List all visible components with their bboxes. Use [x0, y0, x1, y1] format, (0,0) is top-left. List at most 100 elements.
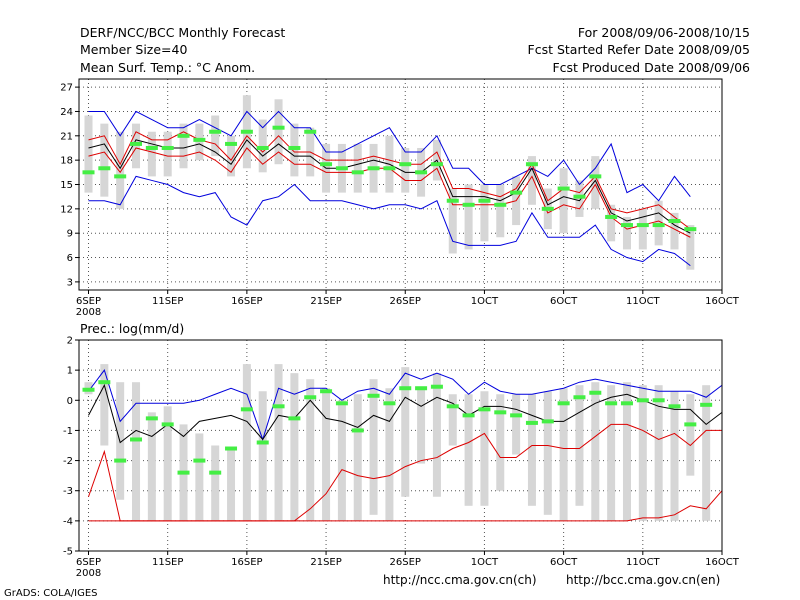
temp-box — [480, 184, 489, 242]
temp-median — [288, 145, 301, 150]
temp-median — [161, 145, 174, 150]
prec-median — [304, 395, 317, 400]
prec-median — [240, 407, 253, 412]
temp-median — [256, 145, 269, 150]
prec-median — [525, 420, 538, 425]
temp-ytick-label: 12 — [60, 204, 73, 215]
prec-xtick-label: 6OCT — [550, 557, 578, 568]
prec-xtick-label: 11SEP — [152, 557, 183, 568]
temp-box — [527, 156, 536, 205]
prec-box — [385, 388, 394, 521]
variable-label: Mean Surf. Temp.: °C Anom. — [80, 60, 256, 75]
temp-median — [462, 202, 475, 207]
prec-median — [605, 401, 618, 406]
temp-median — [589, 174, 602, 179]
prec-box — [448, 394, 457, 446]
prec-median — [494, 410, 507, 415]
prec-box — [290, 373, 299, 521]
temp-box — [274, 99, 283, 165]
temp-box — [227, 135, 236, 177]
temp-series-mean — [88, 139, 691, 234]
prec-box — [559, 388, 568, 521]
url-en[interactable]: http://bcc.cma.gov.cn(en) — [566, 573, 721, 587]
temp-ytick-label: 3 — [67, 277, 73, 288]
prec-series-mean — [88, 383, 723, 444]
prec-box — [670, 391, 679, 521]
prec-box — [132, 382, 141, 521]
temp-median — [557, 186, 570, 191]
prec-median — [335, 401, 348, 406]
prec-median — [446, 404, 459, 409]
prec-box — [702, 385, 711, 521]
prec-median — [130, 437, 143, 442]
prec-box — [227, 448, 236, 521]
temp-median — [525, 162, 538, 167]
temp-ytick-label: 15 — [60, 180, 73, 191]
prec-xtick-label: 16OCT — [705, 557, 740, 568]
prec-median — [225, 446, 238, 451]
prec-box — [100, 364, 109, 446]
prec-box — [622, 382, 631, 521]
prec-box — [306, 379, 315, 521]
prec-median — [415, 386, 428, 391]
temp-xtick-label: 26SEP — [390, 296, 421, 307]
temp-median — [240, 129, 253, 134]
prec-median — [478, 407, 491, 412]
prec-box — [464, 394, 473, 506]
temp-box — [670, 212, 679, 250]
temp-xtick-label: 6OCT — [550, 296, 578, 307]
prec-median — [272, 404, 285, 409]
prec-ytick-label: -2 — [63, 456, 73, 467]
temp-median — [684, 227, 697, 232]
prec-box — [543, 391, 552, 515]
prec-median — [98, 380, 111, 385]
chart-title: DERF/NCC/BCC Monthly Forecast — [80, 25, 286, 40]
temp-median — [351, 170, 364, 175]
temp-median — [304, 129, 317, 134]
temp-median — [541, 206, 554, 211]
member-size: Member Size=40 — [80, 42, 188, 57]
prec-box — [432, 373, 441, 497]
temp-ytick-label: 27 — [60, 83, 73, 94]
prec-ytick-label: 2 — [67, 336, 73, 347]
prec-median — [589, 390, 602, 395]
prec-median — [668, 404, 681, 409]
temp-xtick-label: 11OCT — [626, 296, 661, 307]
temp-median — [573, 194, 586, 199]
temp-box — [195, 123, 204, 161]
prec-median — [510, 413, 523, 418]
temp-median — [510, 190, 523, 195]
temp-box — [686, 225, 695, 270]
temp-median — [98, 166, 111, 171]
prec-median — [557, 401, 570, 406]
temp-box — [290, 123, 299, 177]
prec-median — [399, 386, 412, 391]
prec-box — [242, 364, 251, 521]
prec-box — [401, 367, 410, 497]
temp-xtick-label: 6SEP — [76, 296, 101, 307]
prec-ytick-label: 1 — [67, 366, 73, 377]
prec-median — [573, 395, 586, 400]
prec-box — [274, 364, 283, 521]
url-ch[interactable]: http://ncc.cma.gov.cn(ch) — [383, 573, 537, 587]
prec-xtick-label: 11OCT — [626, 557, 661, 568]
temp-ytick-label: 18 — [60, 156, 73, 167]
prec-median — [145, 416, 158, 421]
produced-date: Fcst Produced Date 2008/09/06 — [552, 60, 750, 75]
prec-median — [367, 393, 380, 398]
temp-box — [100, 123, 109, 197]
prec-box — [163, 406, 172, 521]
temp-box — [132, 123, 141, 169]
temp-median — [335, 166, 348, 171]
prec-median — [620, 401, 633, 406]
temp-box — [448, 188, 457, 254]
temp-ytick-label: 6 — [67, 253, 73, 264]
temp-box — [211, 115, 220, 157]
temp-median — [225, 141, 238, 146]
temp-box — [116, 131, 125, 209]
prec-median — [193, 458, 206, 463]
temp-box — [179, 123, 188, 169]
prec-median — [161, 422, 174, 427]
prec-box — [322, 388, 331, 521]
